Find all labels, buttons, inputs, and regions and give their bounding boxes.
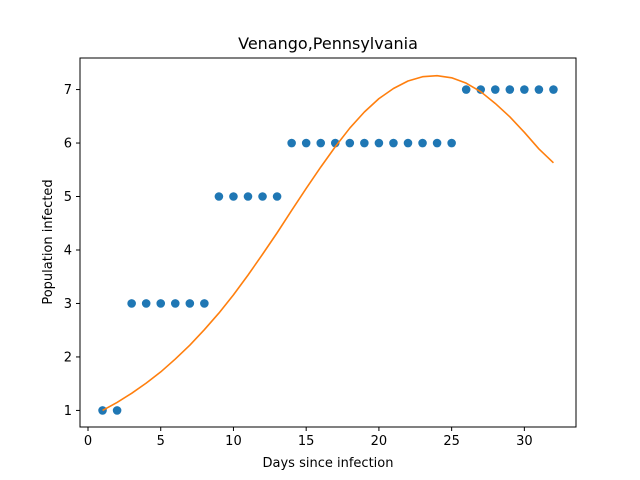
x-tick-label: 25 — [443, 434, 460, 449]
data-point — [476, 85, 486, 94]
data-point — [549, 85, 558, 94]
x-axis-label: Days since infection — [263, 456, 394, 471]
data-point — [345, 138, 355, 148]
y-tick-label: 4 — [64, 243, 72, 258]
plot-area: 0 5 10 15 20 25 30 1 2 3 4 5 6 7 — [64, 57, 577, 449]
data-point — [272, 192, 282, 201]
data-point — [432, 138, 442, 148]
data-point — [316, 138, 326, 148]
data-point — [447, 138, 456, 148]
y-tick-label: 2 — [64, 350, 72, 365]
data-point — [127, 299, 136, 308]
data-point — [170, 299, 180, 308]
data-point — [461, 85, 471, 94]
data-point — [534, 85, 544, 94]
chart-title: Venango,Pennsylvania — [238, 34, 418, 53]
data-point — [112, 406, 122, 415]
x-tick-label: 0 — [84, 434, 92, 449]
y-tick-label: 5 — [64, 190, 72, 205]
data-point — [389, 138, 398, 148]
y-tick-label: 6 — [64, 137, 72, 152]
x-tick-label: 20 — [371, 434, 388, 449]
fit-curve-line — [102, 74, 555, 412]
data-point — [418, 138, 427, 148]
data-point — [229, 192, 238, 201]
data-point — [287, 138, 296, 148]
y-tick-label: 7 — [64, 83, 72, 98]
x-tick-label: 15 — [298, 434, 315, 449]
y-tick-label: 1 — [64, 404, 72, 419]
y-tick-label: 3 — [64, 297, 72, 312]
data-point — [258, 192, 267, 201]
data-point — [98, 406, 107, 415]
x-tick-label: 30 — [516, 434, 533, 449]
data-point — [141, 299, 151, 308]
data-point — [214, 192, 224, 201]
x-tick-label: 5 — [157, 434, 165, 449]
data-point — [360, 138, 369, 148]
data-point — [301, 138, 311, 148]
data-point — [243, 192, 253, 201]
data-point — [374, 138, 384, 148]
x-tick-label: 10 — [225, 434, 242, 449]
data-point — [490, 85, 500, 94]
data-point — [505, 85, 515, 94]
data-point — [156, 299, 166, 308]
y-axis-label: Population infected — [41, 179, 56, 304]
data-point — [403, 138, 413, 148]
axes-frame — [79, 57, 577, 428]
data-point — [185, 299, 195, 308]
data-point — [200, 299, 209, 308]
data-point — [520, 85, 529, 94]
